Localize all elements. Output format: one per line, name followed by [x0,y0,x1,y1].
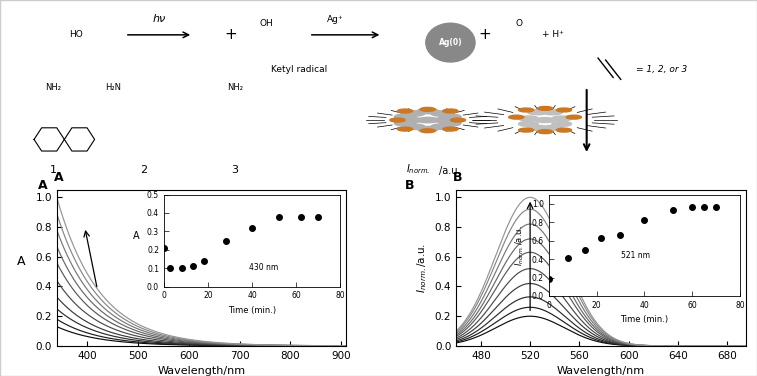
Text: hν: hν [152,14,166,24]
Ellipse shape [425,23,475,62]
Circle shape [440,114,461,120]
Y-axis label: $I_{norm.}$/a.u.: $I_{norm.}$/a.u. [416,243,429,293]
Circle shape [535,118,555,123]
Circle shape [394,121,416,126]
Circle shape [537,106,553,111]
Circle shape [528,125,547,130]
Text: 1: 1 [49,165,57,175]
Circle shape [528,110,547,115]
Circle shape [420,108,435,111]
Text: A: A [38,179,48,192]
Text: NH₂: NH₂ [226,83,243,92]
Text: $I_{norm.}$: $I_{norm.}$ [406,162,430,176]
Text: Ag⁺: Ag⁺ [327,15,344,24]
Y-axis label: A: A [17,255,26,268]
Text: + H⁺: + H⁺ [542,30,563,39]
Circle shape [537,130,553,133]
X-axis label: Wavelength/nm: Wavelength/nm [157,366,245,376]
Text: OH: OH [260,19,273,28]
Circle shape [397,109,413,113]
Circle shape [519,121,538,126]
Circle shape [431,124,452,129]
Text: +: + [225,27,237,42]
Circle shape [417,126,438,132]
Circle shape [556,108,572,112]
Circle shape [431,111,452,116]
Text: O: O [515,19,522,28]
Circle shape [443,127,458,131]
Circle shape [519,108,534,112]
Circle shape [434,117,455,123]
Text: Ketyl radical: Ketyl radical [271,65,327,74]
Text: 2: 2 [140,165,148,175]
Circle shape [400,117,422,123]
X-axis label: Wavelength/nm: Wavelength/nm [557,366,645,376]
Circle shape [552,121,572,126]
Text: /a.u.: /a.u. [439,166,460,176]
Circle shape [556,128,572,132]
Text: 3: 3 [231,165,238,175]
Circle shape [417,108,438,114]
Circle shape [543,125,562,130]
Circle shape [417,117,438,123]
Circle shape [403,111,425,116]
Text: A: A [54,171,64,183]
Text: HO: HO [69,30,83,39]
Text: H₂N: H₂N [105,83,122,92]
Circle shape [552,116,572,121]
Text: Ag(0): Ag(0) [438,38,463,47]
Circle shape [509,115,524,119]
Text: NH₂: NH₂ [45,83,61,92]
Circle shape [397,127,413,131]
Circle shape [420,129,435,133]
Text: +: + [478,27,491,42]
Text: B: B [405,179,415,192]
Circle shape [440,121,461,126]
Circle shape [390,118,405,122]
Circle shape [403,124,425,129]
Circle shape [519,128,534,132]
Circle shape [443,109,458,113]
Circle shape [566,115,581,119]
Circle shape [543,110,562,115]
Circle shape [519,116,538,121]
Text: = 1, 2, or 3: = 1, 2, or 3 [636,65,687,74]
Circle shape [450,118,466,122]
Circle shape [394,114,416,120]
Text: B: B [453,171,463,183]
